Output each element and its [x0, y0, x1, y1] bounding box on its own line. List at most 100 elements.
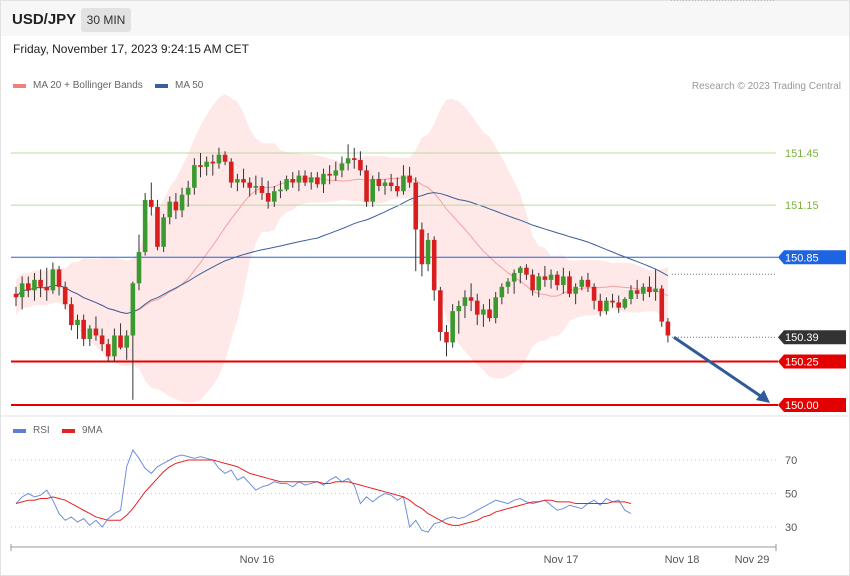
candle-up — [130, 283, 136, 336]
candle-down — [327, 173, 332, 176]
level-label: 151.45 — [785, 148, 819, 160]
candle-down — [364, 170, 369, 202]
candle-down — [265, 192, 271, 202]
candle-down — [228, 161, 234, 183]
candle-up — [653, 288, 658, 293]
candle-up — [499, 286, 505, 298]
legend-swatch-rsi — [13, 428, 26, 433]
level-label: 150.25 — [785, 357, 819, 369]
candle-up — [253, 186, 259, 188]
legend-swatch-ma50 — [155, 83, 168, 88]
candle-up — [481, 309, 486, 315]
legend-label-9ma: 9MA — [82, 425, 103, 436]
candle-up — [382, 182, 388, 187]
candle-up — [75, 319, 80, 326]
rsi-tick-label: 70 — [785, 455, 797, 467]
candle-down — [56, 269, 62, 287]
pivot-label-tag — [778, 250, 846, 265]
candle-up — [296, 175, 302, 183]
candle-up — [235, 179, 240, 183]
legend-label-ma20: MA 20 + Bollinger Bands — [33, 80, 143, 91]
candle-up — [278, 189, 283, 192]
candle-down — [81, 319, 86, 339]
candle-up — [204, 161, 209, 167]
candle-down — [591, 286, 597, 301]
candle-down — [118, 335, 123, 348]
candle-down — [388, 182, 394, 187]
legend-swatch-9ma — [62, 428, 75, 433]
candle-up — [604, 300, 609, 312]
legend-swatch-ma20 — [13, 83, 26, 88]
candle-down — [38, 279, 43, 287]
x-tick-label: Nov 16 — [240, 554, 275, 566]
candle-up — [370, 179, 375, 202]
legend-label-rsi: RSI — [33, 425, 50, 436]
candle-up — [87, 328, 93, 339]
candle-down — [105, 344, 111, 357]
support-label-tag — [778, 354, 846, 369]
rsi-line — [15, 448, 632, 533]
candle-up — [112, 335, 117, 357]
candle-up — [462, 297, 468, 306]
level-label: 151.15 — [785, 200, 819, 212]
candle-up — [179, 194, 185, 211]
candle-up — [450, 311, 455, 343]
candle-down — [44, 286, 50, 291]
candle-up — [339, 163, 345, 171]
candle-down — [13, 293, 19, 298]
candle-up — [272, 191, 277, 202]
candle-down — [524, 267, 529, 275]
candle-up — [192, 165, 197, 188]
candle-down — [634, 290, 640, 294]
legend-label-ma50: MA 50 — [175, 80, 204, 91]
candle-down — [610, 300, 615, 303]
support-label-tag — [778, 398, 846, 412]
candle-up — [456, 305, 462, 312]
candle-up — [321, 173, 326, 185]
candle-up — [579, 279, 585, 287]
candle-down — [247, 182, 252, 188]
bollinger-band — [16, 94, 668, 403]
candle-down — [93, 328, 99, 336]
candle-down — [444, 332, 449, 343]
x-tick-label: Nov 17 — [544, 554, 579, 566]
candle-down — [597, 300, 603, 312]
legend-ma50: MA 50 — [155, 80, 203, 91]
candle-down — [259, 186, 265, 193]
candle-up — [136, 252, 142, 284]
rsi-tick-label: 30 — [785, 522, 797, 534]
candle-down — [62, 286, 68, 305]
instrument-symbol: USD/JPY — [12, 11, 77, 28]
candle-down — [315, 177, 320, 185]
candle-up — [622, 298, 628, 308]
forecast-arrow-head — [756, 390, 770, 403]
candle-down — [351, 158, 357, 160]
candle-down — [542, 276, 548, 280]
candle-up — [50, 269, 56, 291]
candle-down — [616, 302, 621, 308]
candle-up — [536, 276, 542, 291]
candle-up — [216, 154, 222, 164]
timeframe-button[interactable]: 30 MIN — [81, 8, 131, 32]
candle-down — [438, 290, 443, 333]
candle-down — [474, 300, 480, 315]
legend-rsi: RSI — [13, 425, 50, 436]
x-tick-label: Nov 29 — [735, 554, 770, 566]
candle-down — [376, 179, 382, 187]
candle-up — [548, 274, 554, 280]
research-credit: Research © 2023 Trading Central — [691, 81, 841, 92]
candle-down — [222, 154, 228, 162]
candle-up — [425, 239, 431, 265]
candle-down — [26, 283, 31, 291]
candle-down — [647, 286, 652, 293]
candle-up — [284, 179, 289, 190]
candle-down — [155, 206, 160, 247]
candle-down — [69, 304, 74, 326]
candle-up — [505, 281, 511, 287]
candle-down — [431, 239, 437, 291]
rsi-9ma-line — [15, 459, 632, 526]
candle-down — [413, 182, 419, 230]
candle-down — [554, 274, 560, 286]
candle-down — [395, 186, 400, 192]
